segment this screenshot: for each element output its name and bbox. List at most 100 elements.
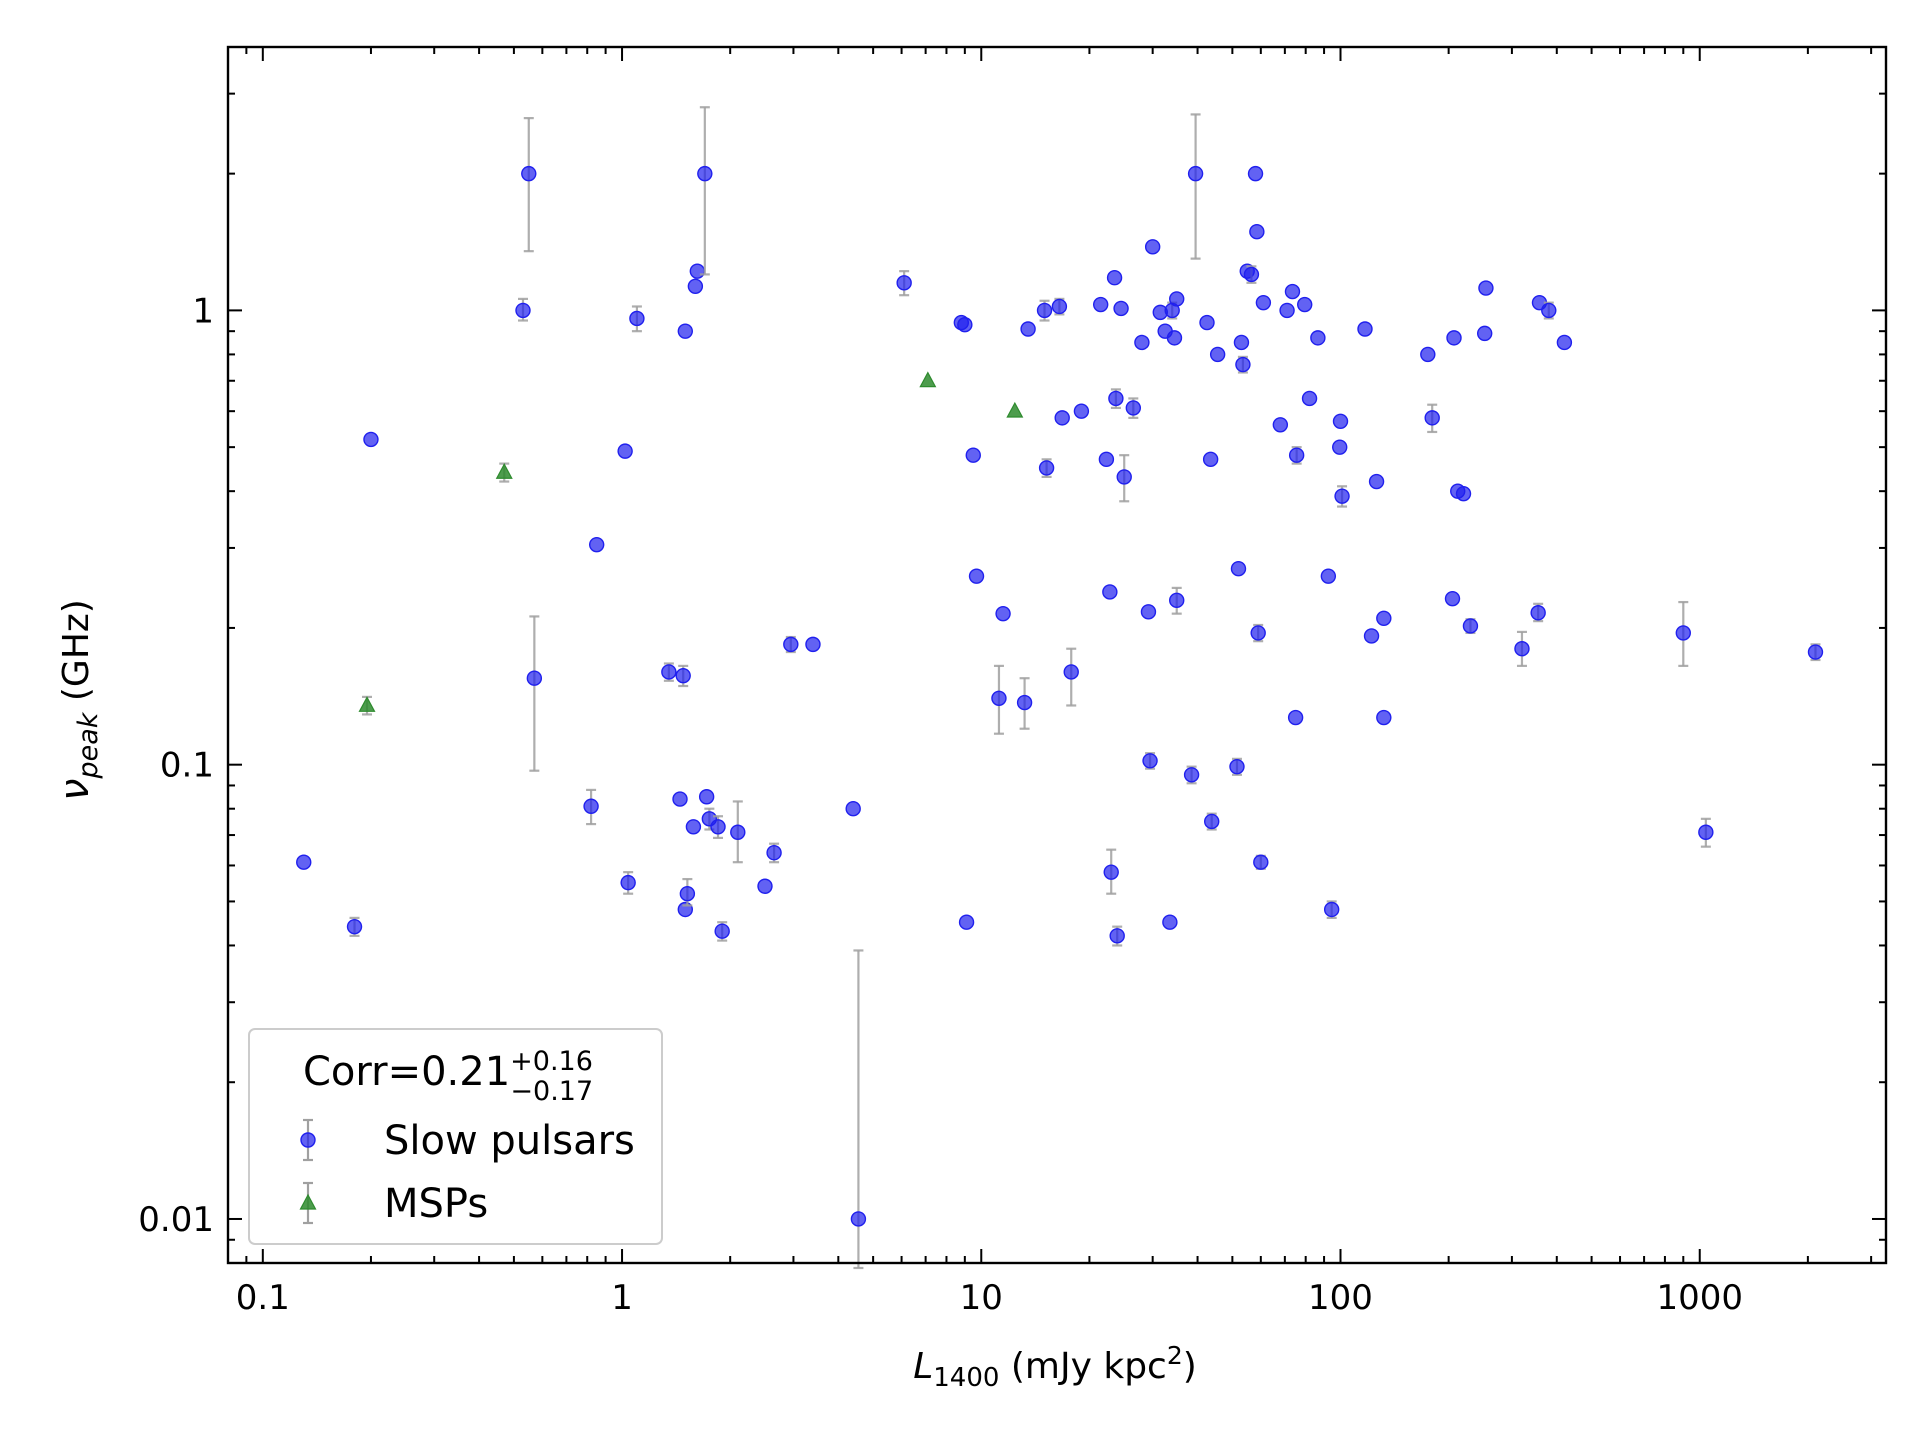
data-point-slow-pulsar: [661, 664, 677, 680]
data-point-slow-pulsar: [1233, 334, 1250, 351]
data-point-slow-pulsar: [1444, 590, 1461, 607]
data-point-slow-pulsar: [672, 791, 688, 807]
data-point-slow-pulsar: [1169, 592, 1185, 609]
data-point-slow-pulsar: [1073, 403, 1090, 419]
data-point-slow-pulsar: [1235, 356, 1251, 373]
data-point-msp: [919, 371, 937, 388]
data-point-slow-pulsar: [1229, 758, 1245, 775]
y-axis-label: νpeak (GHz): [52, 599, 104, 801]
data-point-slow-pulsar: [1038, 460, 1055, 476]
data-point-slow-pulsar: [1106, 270, 1123, 286]
x-tick-label: 1: [611, 1278, 633, 1318]
y-tick-label: 1: [192, 291, 214, 331]
y-tick-label: 0.01: [138, 1200, 214, 1240]
data-point-slow-pulsar: [783, 636, 799, 653]
data-point-slow-pulsar: [1113, 300, 1129, 317]
data-point-slow-pulsar: [296, 854, 312, 870]
data-point-slow-pulsar: [1357, 321, 1373, 337]
data-point-slow-pulsar: [1320, 568, 1337, 584]
data-point-slow-pulsar: [1255, 294, 1272, 311]
plot-area: [296, 106, 1824, 1270]
data-point-slow-pulsar: [526, 670, 543, 686]
data-point-slow-pulsar: [714, 923, 730, 939]
data-point-slow-pulsar: [1462, 618, 1479, 634]
data-point-slow-pulsar: [1243, 266, 1260, 283]
data-point-slow-pulsar: [1054, 410, 1070, 426]
data-point-slow-pulsar: [845, 801, 861, 817]
series-msps: [358, 371, 1024, 716]
data-point-slow-pulsar: [1279, 302, 1295, 319]
data-point-slow-pulsar: [1144, 239, 1161, 255]
data-point-slow-pulsar: [1230, 561, 1247, 577]
data-point-slow-pulsar: [687, 278, 704, 294]
data-point-slow-pulsar: [957, 317, 973, 333]
data-point-slow-pulsar: [1476, 325, 1493, 342]
data-point-slow-pulsar: [697, 165, 713, 182]
data-point-slow-pulsar: [1332, 439, 1348, 455]
data-point-slow-pulsar: [1020, 321, 1036, 337]
data-point-slow-pulsar: [1199, 314, 1215, 331]
data-point-slow-pulsar: [1204, 813, 1220, 830]
data-point-slow-pulsar: [995, 605, 1011, 622]
data-point-msp: [1006, 401, 1024, 418]
data-point-slow-pulsar: [1125, 400, 1142, 416]
data-point-slow-pulsar: [1051, 298, 1068, 315]
data-point-slow-pulsar: [1287, 709, 1304, 726]
data-point-slow-pulsar: [1541, 302, 1557, 319]
error-bar: [699, 106, 710, 276]
x-tick-label: 1000: [1656, 1278, 1743, 1318]
data-point-slow-pulsar: [629, 310, 645, 327]
data-point-slow-pulsar: [363, 431, 379, 448]
data-point-slow-pulsar: [617, 443, 633, 459]
data-point-slow-pulsar: [1272, 417, 1289, 433]
data-point-slow-pulsar: [1675, 625, 1691, 641]
data-point-slow-pulsar: [1103, 864, 1119, 880]
axes: 0.1 1 10 100 1000 0.01 0.1 1: [138, 45, 1888, 1318]
data-point-slow-pulsar: [1169, 291, 1185, 307]
data-point-slow-pulsar: [1376, 610, 1392, 627]
data-point-slow-pulsar: [1698, 824, 1714, 840]
data-point-slow-pulsar: [757, 878, 773, 894]
x-tick-label: 0.1: [236, 1278, 290, 1318]
data-point-slow-pulsar: [1556, 334, 1573, 351]
legend-box: [248, 1028, 663, 1245]
data-point-slow-pulsar: [1446, 330, 1462, 346]
data-point-slow-pulsar: [968, 568, 985, 584]
data-point-slow-pulsar: [1376, 709, 1392, 726]
data-point-slow-pulsar: [958, 914, 975, 930]
data-point-slow-pulsar: [1288, 447, 1305, 463]
data-point-slow-pulsar: [515, 302, 531, 319]
legend-marker-triangle: [299, 1193, 317, 1210]
data-point-slow-pulsar: [1108, 390, 1124, 407]
legend-marker-circle: [300, 1132, 316, 1148]
data-point-slow-pulsar: [1109, 928, 1125, 944]
data-point-slow-pulsar: [1424, 410, 1440, 426]
data-point-slow-pulsar: [1142, 753, 1158, 769]
data-point-slow-pulsar: [1102, 584, 1118, 600]
data-point-slow-pulsar: [1334, 488, 1350, 504]
data-point-slow-pulsar: [1250, 625, 1266, 641]
legend-entry-msps: MSPs: [299, 1181, 488, 1227]
error-bar: [1190, 113, 1201, 260]
data-point-slow-pulsar: [1092, 296, 1109, 313]
data-point-slow-pulsar: [1363, 628, 1380, 644]
data-point-slow-pulsar: [1063, 664, 1079, 680]
data-point-slow-pulsar: [1478, 280, 1494, 296]
legend-label: Slow pulsars: [384, 1118, 635, 1164]
data-point-slow-pulsar: [965, 447, 981, 463]
data-point-slow-pulsar: [850, 1211, 867, 1227]
series-slow-pulsars: [296, 106, 1824, 1270]
data-point-slow-pulsar: [1368, 473, 1385, 490]
data-point-slow-pulsar: [1036, 302, 1053, 319]
data-point-slow-pulsar: [1310, 330, 1326, 346]
data-point-slow-pulsar: [805, 636, 821, 653]
data-point-slow-pulsar: [1249, 224, 1265, 240]
legend-entry-slow-pulsars: Slow pulsars: [300, 1118, 635, 1164]
data-point-slow-pulsar: [1323, 901, 1340, 918]
data-point-slow-pulsar: [1530, 605, 1546, 621]
data-point-slow-pulsar: [698, 789, 715, 805]
data-point-slow-pulsar: [991, 690, 1007, 706]
x-tick-label: 100: [1308, 1278, 1373, 1318]
data-point-slow-pulsar: [730, 824, 746, 840]
data-point-slow-pulsar: [1134, 334, 1150, 351]
